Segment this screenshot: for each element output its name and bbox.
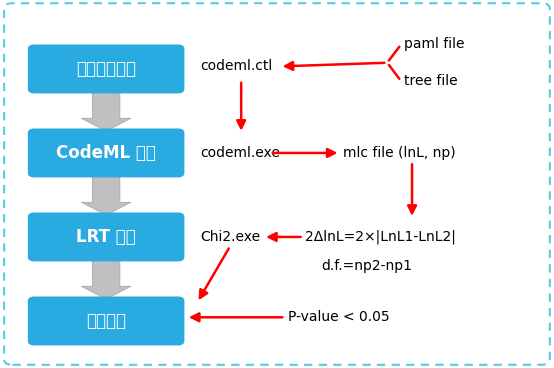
Text: LRT 分析: LRT 分析 [76, 228, 136, 246]
Text: Chi2.exe: Chi2.exe [200, 230, 260, 244]
Polygon shape [81, 173, 131, 215]
FancyBboxPatch shape [4, 3, 550, 365]
FancyBboxPatch shape [28, 297, 184, 346]
FancyBboxPatch shape [28, 45, 184, 93]
Polygon shape [81, 257, 131, 299]
Polygon shape [81, 89, 131, 131]
Text: 配置模型参数: 配置模型参数 [76, 60, 136, 78]
Text: mlc file (lnL, np): mlc file (lnL, np) [343, 146, 456, 160]
Text: CodeML 分析: CodeML 分析 [56, 144, 156, 162]
Text: P-value < 0.05: P-value < 0.05 [288, 310, 389, 324]
Text: paml file: paml file [404, 38, 464, 52]
Text: 2ΔlnL=2×|LnL1-LnL2|: 2ΔlnL=2×|LnL1-LnL2| [305, 230, 455, 244]
Text: d.f.=np2-np1: d.f.=np2-np1 [321, 259, 412, 273]
Text: codeml.exe: codeml.exe [200, 146, 280, 160]
Text: codeml.ctl: codeml.ctl [200, 59, 272, 73]
Text: 结果解读: 结果解读 [86, 312, 126, 330]
FancyBboxPatch shape [28, 212, 184, 261]
Text: tree file: tree file [404, 74, 458, 88]
FancyBboxPatch shape [28, 128, 184, 177]
